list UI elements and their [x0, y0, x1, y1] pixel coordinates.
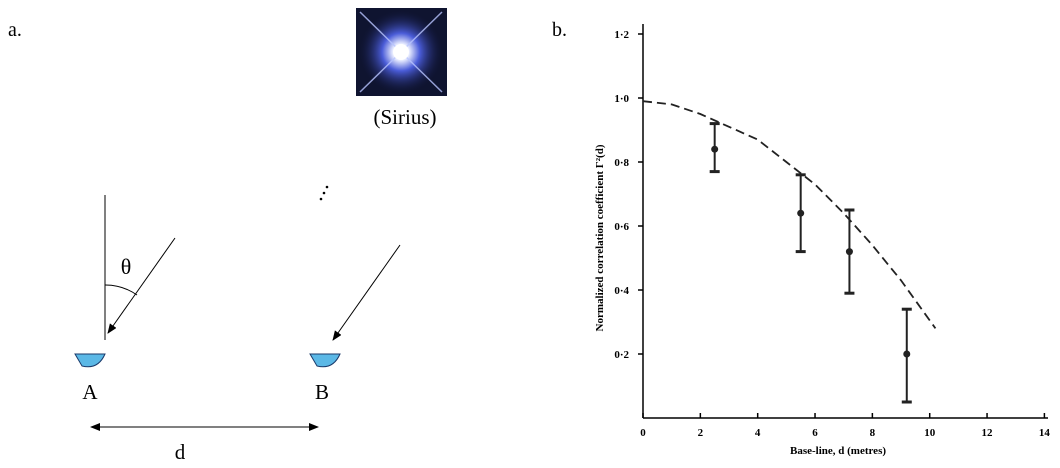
x-tick-label: 10: [924, 427, 936, 439]
y-tick-label: 0·2: [614, 349, 629, 361]
y-tick-label: 0·4: [614, 285, 629, 297]
distance-label: d: [175, 440, 186, 464]
mirror-a: [74, 353, 106, 368]
chart: 0·2 0·4 0·6 0·8 1·0 1·2 0 2 4 6 8 10 12 14 Base-line, …: [594, 24, 1050, 457]
ray-a: [107, 237, 176, 334]
panel-a: a. (Sirius) θ A B d: [8, 8, 447, 464]
y-tick-label: 1·2: [614, 29, 629, 41]
panel-label: a.: [8, 19, 22, 41]
data-point: [903, 350, 911, 358]
x-tick-label: 12: [982, 427, 994, 439]
caption: (Sirius): [374, 105, 437, 129]
x-tick-label: 2: [698, 427, 704, 439]
y-tick-label: 0·6: [614, 221, 629, 233]
data-point: [845, 248, 853, 256]
x-tick-label: 4: [755, 427, 761, 439]
ray-b: [332, 244, 401, 341]
data-point: [711, 145, 719, 153]
x-tick-label: 14: [1039, 427, 1051, 439]
mirror-b: [309, 353, 341, 368]
point-label: A: [82, 380, 98, 404]
x-axis-label: Base-line, d (metres): [790, 445, 886, 457]
x-tick-label: 0: [640, 427, 646, 439]
dot: [322, 191, 326, 195]
y-tick-label: 1·0: [614, 93, 629, 105]
y-tick-label: 0·8: [614, 157, 629, 169]
panel-label: b.: [552, 19, 567, 41]
data-point: [797, 209, 805, 217]
y-axis-label: Normalized correlation coefficient Γ²(d): [594, 144, 606, 331]
x-tick-label: 8: [870, 427, 876, 439]
angle-label: θ: [121, 254, 132, 279]
point-label: B: [315, 380, 329, 404]
angle-arc: [104, 284, 138, 296]
dot: [325, 185, 329, 189]
dot: [319, 197, 323, 201]
x-tick-label: 6: [812, 427, 818, 439]
star-core: [393, 44, 409, 60]
model-curve: [642, 100, 937, 329]
